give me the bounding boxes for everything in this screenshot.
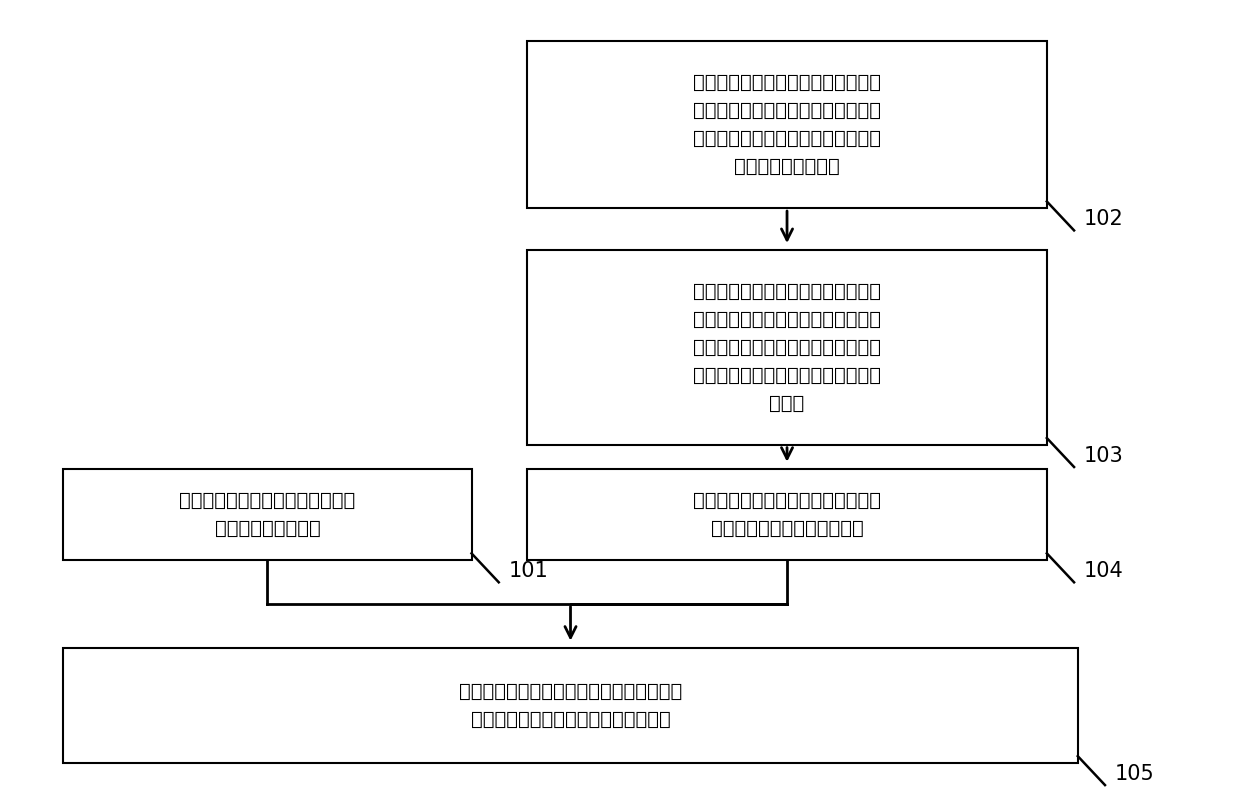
Bar bbox=[527, 250, 1047, 444]
Bar bbox=[63, 468, 471, 560]
Text: 101: 101 bbox=[508, 561, 548, 581]
Text: 102: 102 bbox=[1084, 209, 1123, 229]
Text: 获取目标潜水泵根据数字孪生模型
确定的模拟振动结果: 获取目标潜水泵根据数字孪生模型 确定的模拟振动结果 bbox=[180, 491, 356, 538]
Text: 103: 103 bbox=[1084, 446, 1123, 466]
Bar bbox=[527, 41, 1047, 208]
Text: 将所述模拟振动结果与所述振动参数进行匹
配，确定所述振动物体的振动健康结果: 将所述模拟振动结果与所述振动参数进行匹 配，确定所述振动物体的振动健康结果 bbox=[459, 681, 682, 729]
Text: 对所述目标视频进行参数提取，获得
所述目标视频对应的振动参数: 对所述目标视频进行参数提取，获得 所述目标视频对应的振动参数 bbox=[693, 491, 882, 538]
Text: 104: 104 bbox=[1084, 561, 1123, 581]
Text: 同步接收用户启动设备检测功能的指
令，根据所述指令呈现目标潜水泵的
振动检测入口，所述振动检测入口提
供振动检测位置选项: 同步接收用户启动设备检测功能的指 令，根据所述指令呈现目标潜水泵的 振动检测入口… bbox=[693, 73, 882, 176]
Text: 105: 105 bbox=[1115, 764, 1154, 784]
Text: 接收用户选择的振动检测位置选项，
并根据所述振动检测位置选项定位目
标视角下的目标潜水泵，获取在所述
目标视角下所述目标潜水泵对应的目
标视频: 接收用户选择的振动检测位置选项， 并根据所述振动检测位置选项定位目 标视角下的目… bbox=[693, 282, 882, 413]
Bar bbox=[63, 647, 1078, 763]
Bar bbox=[527, 468, 1047, 560]
